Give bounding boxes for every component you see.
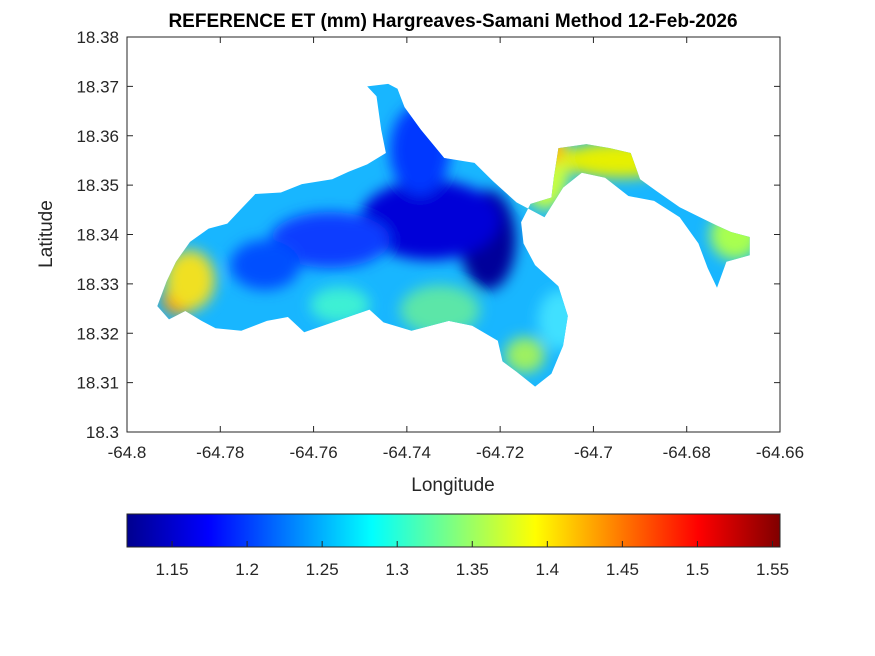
colorbar-tick-label: 1.55 (756, 560, 789, 579)
y-axis-label: Latitude (36, 200, 57, 268)
colorbar-tick-label: 1.25 (306, 560, 339, 579)
y-tick-label: 18.34 (76, 226, 119, 245)
x-tick-label: -64.66 (756, 443, 804, 462)
x-tick-label: -64.76 (289, 443, 337, 462)
colorbar-tick-label: 1.45 (606, 560, 639, 579)
y-tick-label: 18.3 (86, 423, 119, 442)
chart-title: REFERENCE ET (mm) Hargreaves-Samani Meth… (168, 11, 737, 32)
y-tick-label: 18.36 (76, 127, 119, 146)
x-tick-label: -64.72 (476, 443, 524, 462)
y-axis-ticks: 18.3 18.31 18.32 18.33 18.34 18.35 18.36 18.37 1… (76, 28, 780, 442)
colorbar-tick-label: 1.4 (536, 560, 560, 579)
x-axis-label: Longitude (411, 475, 494, 496)
y-tick-label: 18.33 (76, 275, 119, 294)
x-tick-label: -64.74 (383, 443, 431, 462)
x-tick-label: -64.68 (663, 443, 711, 462)
colorbar-tick-label: 1.35 (456, 560, 489, 579)
heat-blob-south-tip (505, 337, 545, 373)
x-tick-label: -64.7 (574, 443, 613, 462)
x-tick-label: -64.8 (108, 443, 147, 462)
heat-blob-low-west (270, 212, 390, 268)
y-tick-label: 18.37 (76, 77, 119, 96)
heat-blob-west-warm (165, 250, 215, 310)
colorbar-tick-label: 1.3 (385, 560, 409, 579)
colorbar-ticks: 1.15 1.2 1.25 1.3 1.35 1.4 1.45 1.5 1.55 (155, 541, 789, 579)
colorbar (126, 513, 781, 548)
colorbar-tick-label: 1.15 (155, 560, 188, 579)
x-tick-label: -64.78 (196, 443, 244, 462)
heat-blob-low-center (360, 180, 500, 260)
y-tick-label: 18.38 (76, 28, 119, 47)
colorbar-tick-label: 1.2 (235, 560, 259, 579)
y-tick-label: 18.31 (76, 374, 119, 393)
x-axis-ticks: -64.8 -64.78 -64.76 -64.74 -64.72 -64.7 -64.68… (108, 37, 804, 462)
colorbar-tick-label: 1.5 (686, 560, 710, 579)
heat-blob-mid-west (230, 240, 300, 290)
y-tick-label: 18.35 (76, 176, 119, 195)
heat-blob-south-mid (400, 285, 480, 335)
y-tick-label: 18.32 (76, 324, 119, 343)
heat-blob-south-west (310, 287, 370, 323)
